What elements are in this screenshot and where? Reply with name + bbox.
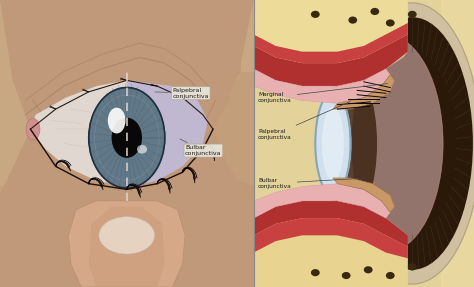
Ellipse shape <box>137 145 147 154</box>
Polygon shape <box>254 0 441 287</box>
Ellipse shape <box>386 20 395 26</box>
Text: Bulbar
conjunctiva: Bulbar conjunctiva <box>258 178 365 189</box>
Polygon shape <box>254 184 390 218</box>
Polygon shape <box>0 0 254 287</box>
Polygon shape <box>89 207 165 287</box>
Polygon shape <box>254 0 408 80</box>
Ellipse shape <box>89 88 165 188</box>
Ellipse shape <box>370 8 379 15</box>
Ellipse shape <box>26 118 40 140</box>
Polygon shape <box>333 75 395 109</box>
Polygon shape <box>254 34 408 86</box>
Ellipse shape <box>408 11 417 18</box>
Polygon shape <box>68 201 185 287</box>
Text: Marginal
conjunctiva: Marginal conjunctiva <box>258 84 387 103</box>
Ellipse shape <box>311 11 319 18</box>
Polygon shape <box>254 69 390 103</box>
Ellipse shape <box>386 272 395 279</box>
Ellipse shape <box>99 217 155 254</box>
Polygon shape <box>0 80 254 287</box>
Polygon shape <box>254 23 408 63</box>
Ellipse shape <box>348 16 357 24</box>
Polygon shape <box>127 80 208 187</box>
Polygon shape <box>333 178 395 212</box>
Ellipse shape <box>108 108 126 133</box>
Text: Palpebral
conjunctiva: Palpebral conjunctiva <box>258 102 350 140</box>
Polygon shape <box>254 218 408 258</box>
Polygon shape <box>30 80 127 187</box>
Polygon shape <box>0 0 254 189</box>
Polygon shape <box>190 72 254 201</box>
Polygon shape <box>0 158 254 287</box>
Text: Palpebral
conjunctiva: Palpebral conjunctiva <box>155 88 209 98</box>
Ellipse shape <box>342 272 351 279</box>
Polygon shape <box>0 195 254 287</box>
Ellipse shape <box>328 34 443 253</box>
Ellipse shape <box>311 269 319 276</box>
Ellipse shape <box>408 263 417 270</box>
Ellipse shape <box>322 106 344 181</box>
Polygon shape <box>254 0 474 287</box>
Polygon shape <box>254 0 474 287</box>
Polygon shape <box>254 201 408 287</box>
Ellipse shape <box>111 118 142 158</box>
Ellipse shape <box>315 92 351 195</box>
Ellipse shape <box>344 3 474 284</box>
Polygon shape <box>254 0 408 86</box>
Ellipse shape <box>324 69 377 218</box>
Ellipse shape <box>364 266 373 273</box>
Polygon shape <box>254 201 408 247</box>
Polygon shape <box>13 0 241 132</box>
Text: Bulbar
conjunctiva: Bulbar conjunctiva <box>180 139 222 156</box>
Ellipse shape <box>352 17 473 270</box>
